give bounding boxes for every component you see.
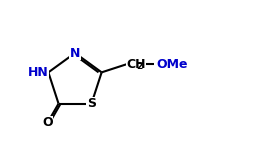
Text: 2: 2 bbox=[136, 62, 143, 71]
Text: OMe: OMe bbox=[156, 58, 188, 71]
Text: O: O bbox=[42, 116, 53, 129]
Text: CH: CH bbox=[126, 58, 146, 71]
Text: S: S bbox=[87, 97, 96, 110]
Text: HN: HN bbox=[27, 66, 48, 79]
Text: N: N bbox=[70, 47, 80, 60]
